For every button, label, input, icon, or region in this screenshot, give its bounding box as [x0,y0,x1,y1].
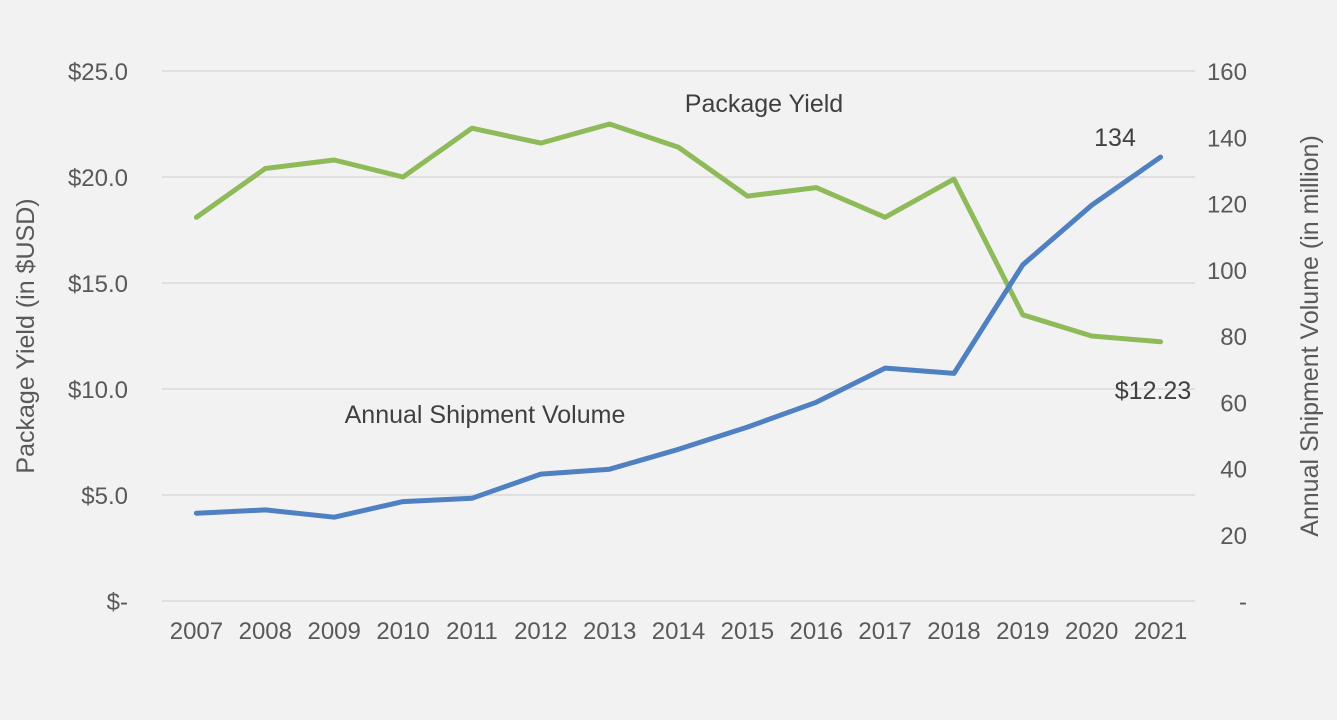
shipment-volume-series-label: Annual Shipment Volume [345,401,626,429]
right-tick-label: 140 [1207,125,1247,152]
right-tick-label: 80 [1220,324,1247,351]
x-tick-label: 2020 [1065,618,1118,645]
shipment-volume-end-label: 134 [1094,124,1136,152]
x-tick-label: 2015 [721,618,774,645]
right-tick-label: 20 [1220,523,1247,550]
left-axis-title: Package Yield (in $USD) [12,198,40,473]
x-axis-ticks: 2007 2008 2009 2010 2011 2012 2013 2014 2015 2016… [170,618,1188,645]
x-tick-label: 2012 [514,618,567,645]
x-tick-label: 2007 [170,618,223,645]
x-tick-label: 2009 [307,618,360,645]
right-tick-label: 60 [1220,390,1247,417]
left-tick-label: $20.0 [68,165,128,192]
right-tick-label: - [1239,589,1247,616]
left-tick-label: $25.0 [68,59,128,86]
right-axis-title: Annual Shipment Volume (in million) [1296,135,1324,537]
package-yield-series-label: Package Yield [685,90,843,118]
right-tick-label: 100 [1207,258,1247,285]
series-lines [193,121,1164,520]
x-tick-label: 2019 [996,618,1049,645]
x-tick-label: 2018 [927,618,980,645]
left-tick-label: $10.0 [68,377,128,404]
x-tick-label: 2017 [858,618,911,645]
left-tick-label: $5.0 [81,483,128,510]
x-tick-label: 2010 [376,618,429,645]
x-tick-label: 2011 [446,618,498,645]
package-yield-line [193,121,1164,345]
x-tick-label: 2021 [1134,618,1187,645]
annual-shipment-volume-line [193,154,1164,520]
right-tick-label: 40 [1220,457,1247,484]
left-tick-label: $15.0 [68,271,128,298]
x-tick-label: 2013 [583,618,636,645]
right-tick-label: 160 [1207,59,1247,86]
x-tick-label: 2008 [239,618,292,645]
package-yield-end-label: $12.23 [1115,377,1191,405]
left-axis-ticks: $- $5.0 $10.0 $15.0 $20.0 $25.0 [68,59,128,616]
x-tick-label: 2014 [652,618,705,645]
left-tick-label: $- [107,589,128,616]
right-tick-label: 120 [1207,192,1247,219]
x-tick-label: 2016 [790,618,843,645]
gridlines [162,70,1195,602]
right-axis-ticks: - 20 40 60 80 100 120 140 160 [1207,59,1247,616]
